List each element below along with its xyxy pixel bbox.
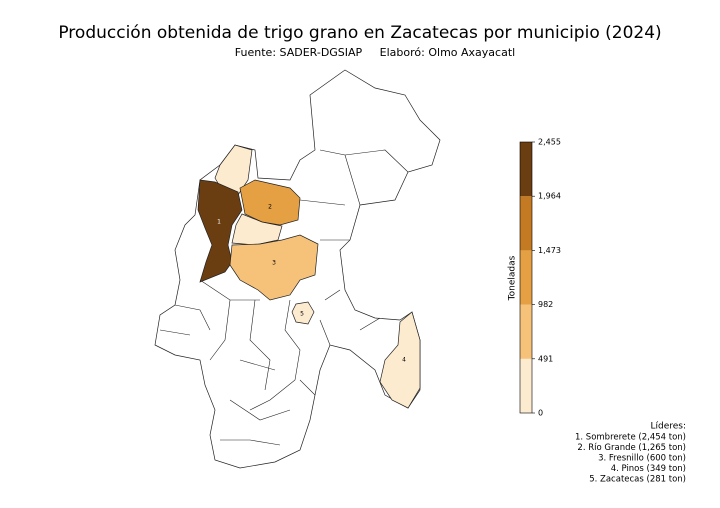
colorbar-frame [519,141,533,414]
municipality [239,179,301,226]
leaders-box: Líderes: 1. Sombrerete (2,454 ton)2. Río… [575,422,686,485]
state-map: 1 2 3 4 5 [154,69,441,469]
colorbar-bin [520,250,532,305]
map-label: 5 [300,311,304,318]
municipality [229,234,319,301]
colorbar-label: Toneladas [508,255,518,301]
municipality [197,179,243,283]
municipality [291,301,315,325]
map-label: 2 [268,204,272,211]
subtitle: Fuente: SADER-DGSIAP Elaboró: Olmo Axaya… [235,46,515,59]
colorbar-tick-label: 1,964 [538,192,561,201]
title: Producción obtenida de trigo grano en Za… [58,23,661,43]
leaders-title: Líderes: [650,422,686,432]
map-label: 3 [272,260,276,267]
colorbar-tick-label: 0 [538,409,543,418]
colorbar: 0 491 982 1,473 1,964 2,455 [519,138,561,418]
map-label: 4 [402,357,406,364]
municipal-borders [159,149,409,446]
colorbar-bin [520,142,532,197]
leader-item: 4. Pinos (349 ton) [611,464,686,474]
leader-item: 2. Río Grande (1,265 ton) [577,443,686,453]
leader-item: 5. Zacatecas (281 ton) [589,475,686,485]
colorbar-bin [520,196,532,251]
colorbar-tick-label: 2,455 [538,138,561,147]
municipality [379,311,421,409]
colorbar-bin [520,358,532,413]
colorbar-tick-label: 982 [538,300,553,309]
leader-item: 1. Sombrerete (2,454 ton) [575,433,686,443]
leader-item: 3. Fresnillo (600 ton) [598,454,686,464]
colorbar-tick-label: 491 [538,354,553,363]
colorbar-bin [520,304,532,359]
colorbar-tick-label: 1,473 [538,246,561,255]
map-label: 1 [217,219,221,226]
